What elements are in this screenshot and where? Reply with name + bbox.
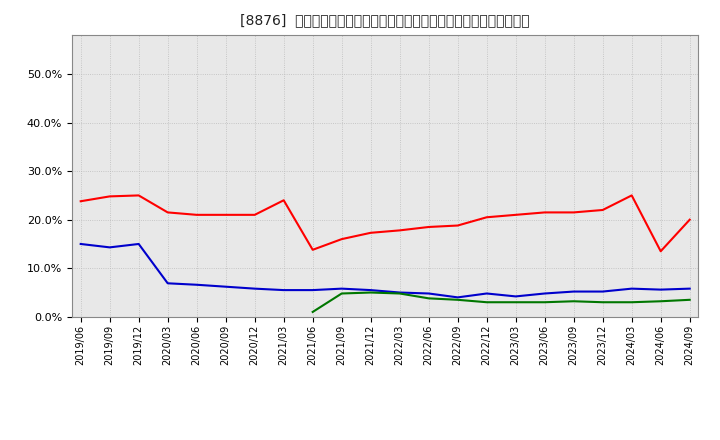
のれん xyxy=(76,241,85,246)
自己資本 xyxy=(627,193,636,198)
のれん xyxy=(627,286,636,291)
のれん xyxy=(308,287,317,293)
のれん xyxy=(192,282,201,287)
のれん xyxy=(657,287,665,292)
自己資本 xyxy=(76,198,85,204)
自己資本 xyxy=(135,193,143,198)
のれん xyxy=(454,295,462,300)
のれん xyxy=(279,287,288,293)
繰延税金資産 xyxy=(598,300,607,305)
のれん xyxy=(135,241,143,246)
Title: [8876]  自己資本、のれん、繰延税金資産の総資産に対する比率の推移: [8876] 自己資本、のれん、繰延税金資産の総資産に対する比率の推移 xyxy=(240,13,530,27)
自己資本 xyxy=(366,230,375,235)
Line: 繰延税金資産: 繰延税金資産 xyxy=(312,293,690,312)
自己資本 xyxy=(192,212,201,217)
のれん xyxy=(105,245,114,250)
自己資本 xyxy=(163,210,172,215)
繰延税金資産 xyxy=(395,291,404,296)
繰延税金資産 xyxy=(482,300,491,305)
のれん xyxy=(511,294,520,299)
自己資本 xyxy=(251,212,259,217)
自己資本 xyxy=(338,236,346,242)
自己資本 xyxy=(685,217,694,222)
自己資本 xyxy=(541,210,549,215)
自己資本 xyxy=(424,224,433,230)
のれん xyxy=(395,290,404,295)
自己資本 xyxy=(511,212,520,217)
のれん xyxy=(541,291,549,296)
自己資本 xyxy=(308,247,317,253)
のれん xyxy=(338,286,346,291)
自己資本 xyxy=(570,210,578,215)
Line: のれん: のれん xyxy=(81,244,690,297)
繰延税金資産 xyxy=(541,300,549,305)
のれん xyxy=(482,291,491,296)
自己資本 xyxy=(454,223,462,228)
のれん xyxy=(221,284,230,290)
繰延税金資産 xyxy=(570,299,578,304)
自己資本 xyxy=(657,249,665,254)
繰延税金資産 xyxy=(657,299,665,304)
のれん xyxy=(598,289,607,294)
繰延税金資産 xyxy=(338,291,346,296)
繰延税金資産 xyxy=(627,300,636,305)
のれん xyxy=(163,281,172,286)
自己資本 xyxy=(279,198,288,203)
のれん xyxy=(424,291,433,296)
自己資本 xyxy=(598,207,607,213)
繰延税金資産 xyxy=(308,309,317,315)
のれん xyxy=(366,287,375,293)
繰延税金資産 xyxy=(511,300,520,305)
のれん xyxy=(570,289,578,294)
自己資本 xyxy=(482,215,491,220)
自己資本 xyxy=(105,194,114,199)
自己資本 xyxy=(221,212,230,217)
のれん xyxy=(251,286,259,291)
繰延税金資産 xyxy=(424,296,433,301)
繰延税金資産 xyxy=(366,290,375,295)
のれん xyxy=(685,286,694,291)
Line: 自己資本: 自己資本 xyxy=(81,195,690,251)
繰延税金資産 xyxy=(685,297,694,302)
自己資本 xyxy=(395,228,404,233)
繰延税金資産 xyxy=(454,297,462,302)
